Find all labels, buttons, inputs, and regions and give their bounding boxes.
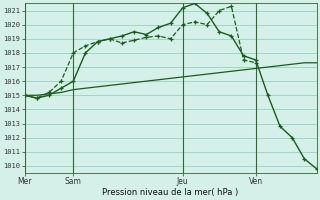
X-axis label: Pression niveau de la mer( hPa ): Pression niveau de la mer( hPa ) bbox=[102, 188, 239, 197]
